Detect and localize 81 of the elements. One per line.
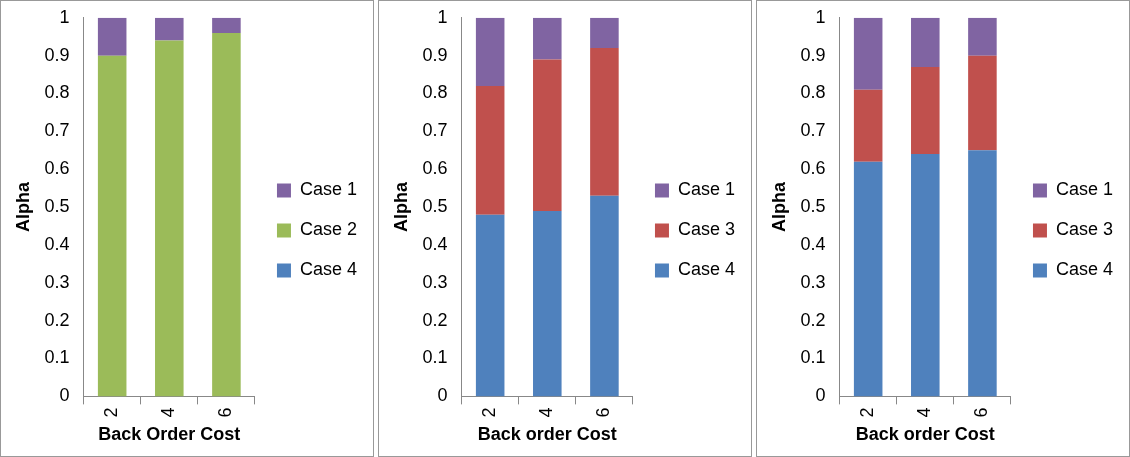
y-tick-label: 0 [815, 385, 826, 406]
y-tick-label: 0.6 [44, 158, 70, 179]
y-tick-label: 0.3 [44, 271, 70, 292]
bar [911, 17, 940, 68]
legend-label: Case 3 [1055, 219, 1114, 240]
x-tick-label: 2 [857, 407, 878, 418]
x-tick-label: 2 [479, 407, 500, 418]
bar [911, 67, 940, 155]
bar [590, 195, 619, 397]
bar [155, 17, 184, 41]
y-tick-label: 0.8 [800, 82, 826, 103]
x-tick-label: 4 [914, 407, 935, 418]
x-tick-label: 2 [101, 407, 122, 418]
legend-label: Case 1 [677, 179, 736, 200]
x-tick-label: 4 [536, 407, 557, 418]
y-tick-label: 0.1 [422, 347, 448, 368]
bar [155, 40, 184, 397]
x-tick-label: 6 [215, 407, 236, 418]
y-tick-label: 0.2 [422, 309, 448, 330]
bar [853, 17, 883, 90]
y-tick-label: 0.4 [800, 233, 826, 254]
bar [97, 55, 127, 397]
y-tick-label: 0.3 [422, 271, 448, 292]
y-tick-label: 1 [815, 6, 826, 27]
bar [911, 154, 940, 397]
bar [212, 17, 241, 33]
bar [475, 17, 505, 86]
y-tick-label: 0.8 [422, 82, 448, 103]
y-tick-label: 0.7 [422, 120, 448, 141]
bar [533, 210, 562, 397]
bar [590, 17, 619, 49]
legend-label: Case 3 [677, 219, 736, 240]
y-tick-label: 0.9 [44, 44, 70, 65]
bar [212, 32, 241, 397]
bar [853, 89, 883, 162]
legend-label: Case 1 [299, 179, 358, 200]
y-tick-label: 0.9 [800, 44, 826, 65]
bar [968, 17, 997, 56]
legend-label: Case 4 [299, 259, 358, 280]
bar [968, 55, 997, 151]
x-axis-title: Back order Cost [855, 424, 995, 445]
y-tick-label: 0.5 [44, 196, 70, 217]
legend-label: Case 1 [1055, 179, 1114, 200]
y-tick-label: 0.5 [422, 196, 448, 217]
y-tick-label: 0.6 [422, 158, 448, 179]
x-tick-label: 6 [593, 407, 614, 418]
bar [853, 161, 883, 397]
x-tick-label: 6 [971, 407, 992, 418]
y-tick-label: 1 [437, 6, 448, 27]
y-tick-label: 1 [59, 6, 70, 27]
y-axis-title: Alpha [12, 181, 33, 233]
y-tick-label: 0.2 [800, 309, 826, 330]
x-tick-label: 4 [158, 407, 179, 418]
y-tick-label: 0 [59, 385, 70, 406]
y-tick-label: 0.1 [44, 347, 70, 368]
bar [475, 214, 505, 397]
bar [533, 17, 562, 60]
bar [475, 85, 505, 215]
bar [533, 59, 562, 211]
y-axis-title: Alpha [390, 181, 411, 233]
y-tick-label: 0.4 [422, 233, 448, 254]
y-tick-label: 0.9 [422, 44, 448, 65]
legend-label: Case 4 [1055, 259, 1114, 280]
y-tick-label: 0.6 [800, 158, 826, 179]
bar [97, 17, 127, 56]
y-tick-label: 0.5 [800, 196, 826, 217]
x-axis-title: Back Order Cost [98, 424, 241, 445]
y-tick-label: 0.7 [800, 120, 826, 141]
y-tick-label: 0.7 [44, 120, 70, 141]
y-tick-label: 0.3 [800, 271, 826, 292]
legend-label: Case 2 [299, 219, 358, 240]
legend-label: Case 4 [677, 259, 736, 280]
bar [590, 48, 619, 196]
x-axis-title: Back order Cost [477, 424, 617, 445]
y-tick-label: 0.8 [44, 82, 70, 103]
y-tick-label: 0.4 [44, 233, 70, 254]
y-tick-label: 0.2 [44, 309, 70, 330]
y-axis-title: Alpha [768, 181, 789, 233]
bar [968, 150, 997, 397]
y-tick-label: 0 [437, 385, 448, 406]
y-tick-label: 0.1 [800, 347, 826, 368]
